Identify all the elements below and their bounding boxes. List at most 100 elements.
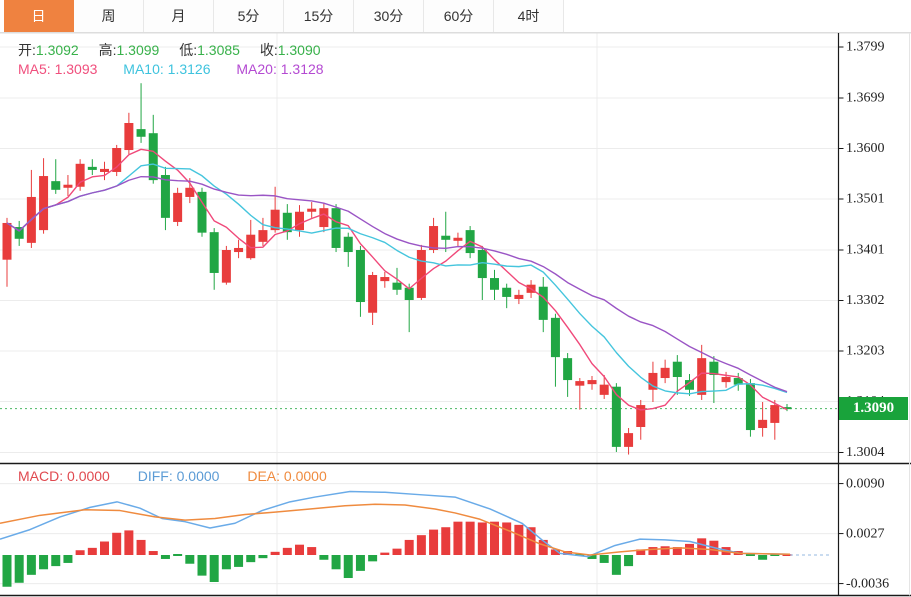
ma20-group: MA20: 1.3128 [236, 61, 323, 77]
candle-body [258, 230, 268, 242]
ma5-label: MA5: [18, 61, 51, 77]
tab-month[interactable]: 月 [144, 0, 214, 32]
macd-bar [197, 555, 207, 576]
ma5-value: 1.3093 [54, 61, 98, 77]
high-label: 高: [98, 42, 117, 58]
macd-bar [429, 529, 439, 555]
ohlc-legend: 开:1.3092 高:1.3099 低:1.3085 收:1.3090 [18, 40, 337, 60]
candle-body [148, 133, 158, 181]
ma5-group: MA5: 1.3093 [18, 61, 97, 77]
macd-bar [380, 552, 390, 555]
macd-bar [477, 522, 487, 555]
macd-bar [75, 550, 85, 555]
candle-body [355, 250, 365, 303]
macd-bar [636, 549, 646, 555]
macd-tick-label: 0.0090 [846, 476, 885, 491]
candle-body [185, 187, 195, 197]
candle-body [685, 380, 694, 390]
macd-bar [307, 547, 317, 555]
tab-4hour[interactable]: 4时 [494, 0, 564, 32]
candle-body [453, 237, 463, 241]
current-price-badge: 1.3090 [839, 397, 908, 420]
candle-body [550, 317, 560, 358]
open-label: 开: [18, 42, 36, 58]
candle-body [770, 405, 780, 423]
macd-bar [660, 546, 670, 555]
candle-body [697, 358, 707, 395]
macd-bar [355, 555, 365, 571]
macd-bar [563, 551, 573, 555]
macd-group: MACD: 0.0000 [18, 468, 110, 484]
tab-60min[interactable]: 60分 [424, 0, 494, 32]
dea-line [0, 503, 791, 556]
candle-body [380, 277, 390, 282]
candle-body [599, 384, 609, 395]
macd-bar [550, 549, 560, 555]
open-group: 开:1.3092 [18, 42, 79, 58]
macd-bar [51, 555, 61, 567]
macd-bar [282, 547, 292, 555]
macd-bar [39, 555, 49, 570]
diff-group: DIFF: 0.0000 [138, 468, 220, 484]
close-value: 1.3090 [277, 42, 321, 58]
macd-bar [538, 539, 548, 555]
macd-bar [526, 527, 536, 555]
candle-body [721, 377, 731, 383]
candle-body [416, 250, 426, 298]
tab-week[interactable]: 周 [74, 0, 144, 32]
tab-5min[interactable]: 5分 [214, 0, 284, 32]
macd-bar [599, 555, 609, 563]
price-tick-label: 1.3799 [846, 40, 885, 55]
macd-bar [26, 555, 36, 575]
macd-bar [185, 555, 195, 564]
low-value: 1.3085 [197, 42, 240, 58]
candle-body [745, 383, 755, 431]
candle-body [246, 234, 256, 259]
macd-bar [770, 554, 780, 556]
candle-body [392, 282, 402, 290]
candle-body [343, 236, 353, 253]
candlesticks-layer [2, 83, 792, 455]
high-value: 1.3099 [116, 42, 160, 58]
candle-body [160, 175, 170, 218]
macd-bar [87, 547, 97, 555]
macd-bar [648, 547, 658, 555]
candle-body [295, 211, 304, 231]
ma10-group: MA10: 1.3126 [123, 61, 210, 77]
candle-body [14, 227, 24, 239]
ma-legend: MA5: 1.3093 MA10: 1.3126 MA20: 1.3128 [18, 61, 346, 77]
ma20-label: MA20: [236, 61, 277, 77]
candle-body [782, 407, 792, 410]
macd-tick-label: -0.0036 [846, 576, 889, 591]
tab-30min[interactable]: 30分 [354, 0, 424, 32]
macd-bar [14, 555, 24, 583]
macd-label: MACD: [18, 468, 64, 484]
tab-15min[interactable]: 15分 [284, 0, 354, 32]
candle-body [502, 287, 512, 297]
candle-body [270, 209, 280, 231]
candle-body [514, 294, 524, 299]
macd-bar [234, 555, 244, 567]
candle-body [575, 381, 585, 386]
candle-body [234, 247, 244, 253]
candle-body [282, 212, 292, 233]
ma10-label: MA10: [123, 61, 164, 77]
macd-bar [319, 555, 329, 560]
macd-bar [624, 555, 634, 567]
macd-tick-label: 0.0027 [846, 526, 885, 541]
candle-body [429, 226, 439, 251]
ma10-line [6, 163, 788, 395]
candle-body [624, 433, 634, 447]
ma20-line [6, 175, 788, 393]
candle-body [636, 405, 646, 427]
tab-day[interactable]: 日 [4, 0, 74, 32]
candle-body [51, 181, 61, 190]
dea-value: 0.0000 [283, 468, 327, 484]
candle-body [733, 378, 743, 385]
macd-bar [148, 551, 158, 555]
macd-bar [745, 554, 755, 556]
macd-bar [160, 555, 170, 559]
macd-bar [246, 555, 256, 563]
candle-body [2, 222, 12, 260]
